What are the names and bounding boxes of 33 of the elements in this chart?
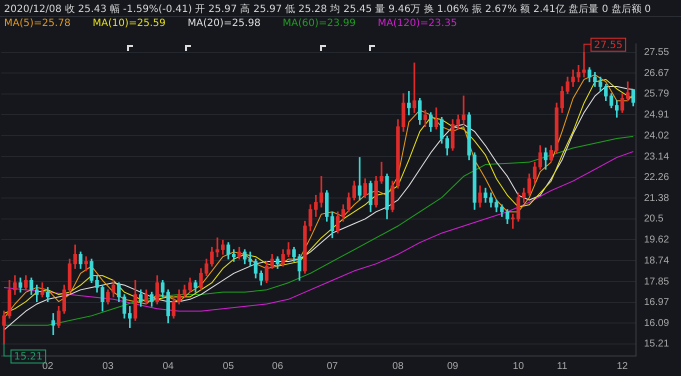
text: MA(20)=25.98 [188,18,261,29]
y-tick-label: 20.5 [644,214,664,225]
y-tick-label: 21.38 [644,192,670,204]
x-tick-label: 11 [556,360,568,372]
x-tick-label: 03 [102,360,114,372]
y-tick-label: 24.02 [644,130,670,142]
x-tick-label: 06 [272,360,284,372]
y-tick-label: 23.14 [644,151,670,162]
text: MA(60)=23.99 [282,18,356,29]
y-tick-label: 16.09 [644,318,670,329]
y-tick-label: 25.79 [644,88,670,100]
y-tick-label: 24.91 [644,109,670,120]
y-tick-label: 17.85 [644,276,670,288]
x-tick-label: 09 [447,360,459,372]
y-tick-label: 19.62 [644,234,670,246]
text: MA(5)=25.78 [4,18,71,29]
y-tick-label: 16.97 [644,297,670,308]
x-tick-label: 12 [616,360,628,372]
y-tick-label: 26.67 [644,68,670,79]
annotation: 27.55 [594,40,623,51]
chart-title: 2020/12/08 收 25.43 幅 -1.59%(-0.41) 开 25.97 高 25.97 低 25.28 均 25.45 量 9.46万 换 1.06% 振 2.67% 额 2.41亿 盘后量 0 盘后额 0 [4,2,651,16]
text: MA(10)=25.59 [92,18,166,29]
x-tick-label: 08 [392,360,404,372]
annotation: 15.21 [14,352,43,363]
x-tick-label: 04 [162,360,174,372]
y-tick-label: 27.55 [644,47,670,58]
x-tick-label: 10 [512,360,524,372]
x-tick-label: 05 [222,360,234,372]
x-tick-label: 07 [326,360,338,372]
text: MA(120)=23.35 [378,18,458,29]
y-tick-label: 15.21 [644,338,670,350]
y-tick-label: 18.74 [644,255,670,266]
y-tick-label: 22.26 [644,172,670,184]
